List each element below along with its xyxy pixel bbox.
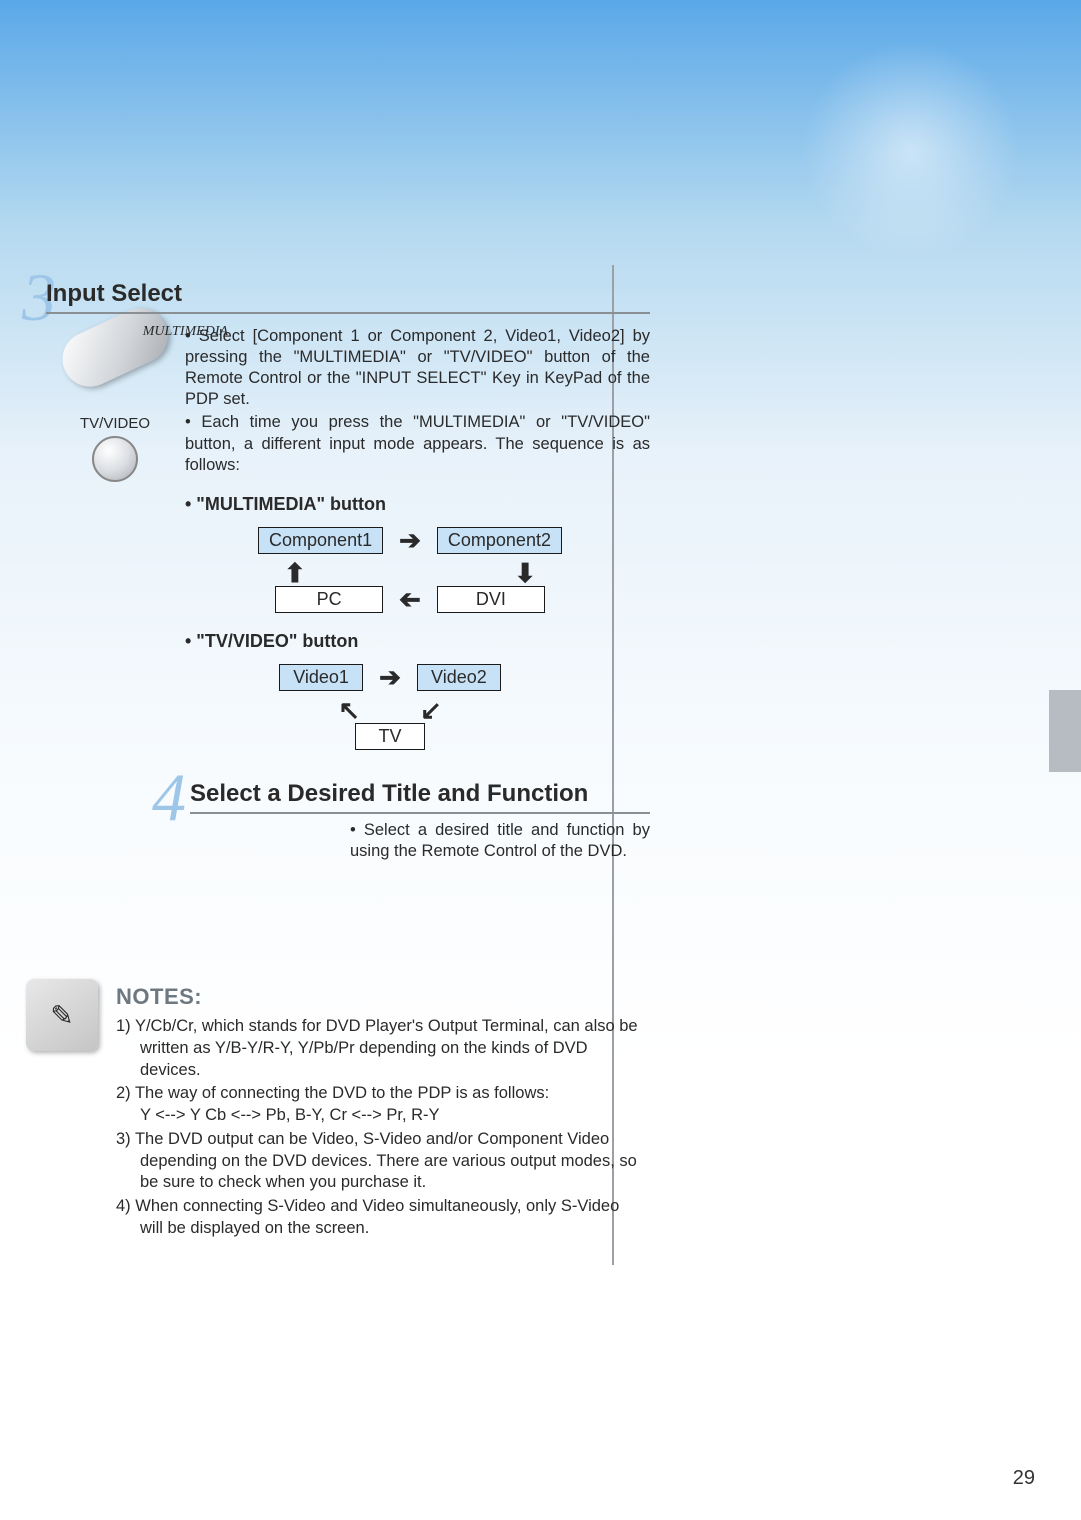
remote-illustration: MULTIMEDIA TV/VIDEO [60, 320, 170, 482]
tvvideo-flow-heading: • "TV/VIDEO" button [185, 631, 650, 652]
box-component2: Component2 [437, 527, 562, 554]
notes-body: 1) Y/Cb/Cr, which stands for DVD Player'… [116, 1016, 646, 1240]
page-number: 29 [1013, 1467, 1035, 1490]
step-4-section: 4 Select a Desired Title and Function Se… [160, 780, 650, 863]
page-side-tab [1049, 690, 1081, 772]
notes-item-2: 2) The way of connecting the DVD to the … [116, 1083, 646, 1127]
arrow-right-icon: ➔ [399, 527, 421, 553]
step-4-title: Select a Desired Title and Function [190, 780, 650, 814]
box-tv: TV [355, 723, 425, 750]
tvvideo-flow-diagram: Video1 ➔ Video2 ↖ ↙ TV [240, 664, 650, 750]
multimedia-label: MULTIMEDIA [143, 324, 228, 340]
step-3-bullet-2: Each time you press the "MULTIMEDIA" or … [185, 412, 650, 475]
tvvideo-label: TV/VIDEO [60, 415, 170, 432]
box-video2: Video2 [417, 664, 501, 691]
multimedia-flow-heading: • "MULTIMEDIA" button [185, 494, 650, 515]
box-pc: PC [275, 586, 383, 613]
notes-item-3: 3) The DVD output can be Video, S-Video … [116, 1129, 646, 1194]
notes-item-4: 4) When connecting S-Video and Video sim… [116, 1196, 646, 1240]
step-3-bullet-1: Select [Component 1 or Component 2, Vide… [185, 326, 650, 410]
box-dvi: DVI [437, 586, 545, 613]
step-4-body: Select a desired title and function by u… [350, 820, 650, 863]
arrow-upleft-icon: ↖ [338, 697, 360, 723]
arrow-up-icon: ⬆ [284, 560, 306, 586]
arrow-down-icon: ⬇ [514, 560, 536, 586]
tvvideo-button-graphic [92, 436, 138, 482]
arrow-downleft-icon: ↙ [420, 697, 442, 723]
step-3-body: Select [Component 1 or Component 2, Vide… [185, 326, 650, 476]
arrow-left-icon: ➔ [399, 586, 421, 612]
decorative-dandelion [801, 40, 1021, 260]
step-4-number: 4 [152, 758, 186, 837]
box-component1: Component1 [258, 527, 383, 554]
notes-title: NOTES: [116, 984, 646, 1010]
arrow-right-icon: ➔ [379, 664, 401, 690]
notes-section: ✎ NOTES: 1) Y/Cb/Cr, which stands for DV… [116, 984, 646, 1242]
multimedia-flow-diagram: Component1 ➔ Component2 ⬆ ⬇ PC ➔ DVI [240, 527, 650, 613]
step-3-title: Input Select [46, 280, 650, 314]
notes-item-1: 1) Y/Cb/Cr, which stands for DVD Player'… [116, 1016, 646, 1081]
box-video1: Video1 [279, 664, 363, 691]
step-3-section: 3 Input Select MULTIMEDIA TV/VIDEO Selec… [30, 280, 650, 863]
notes-icon: ✎ [26, 979, 98, 1051]
main-content: 3 Input Select MULTIMEDIA TV/VIDEO Selec… [30, 280, 650, 893]
